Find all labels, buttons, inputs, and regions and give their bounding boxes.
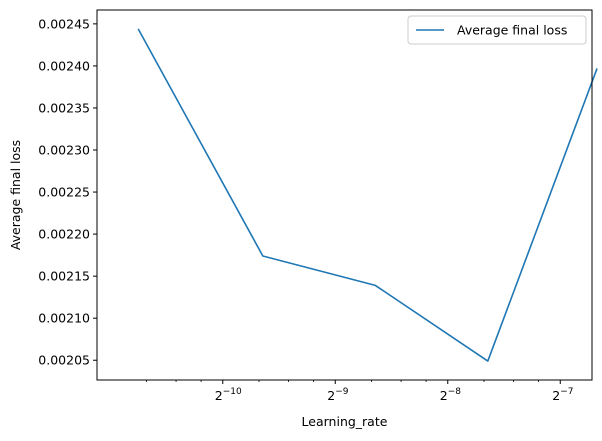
legend-label: Average final loss — [457, 23, 567, 38]
y-tick-label: 0.00205 — [38, 353, 90, 368]
series-layer — [138, 29, 597, 361]
y-tick-label: 0.00225 — [38, 185, 90, 200]
x-tick-label: 2−8 — [440, 387, 461, 403]
x-tick-label: 2−9 — [327, 387, 348, 403]
legend: Average final loss — [408, 16, 586, 44]
y-tick-label: 0.00220 — [38, 227, 90, 242]
y-tick-label: 0.00215 — [38, 269, 90, 284]
series-line — [138, 29, 597, 361]
x-ticks: 2−10 2−9 2−8 2−7 — [146, 380, 573, 403]
x-tick-label: 2−7 — [552, 387, 573, 403]
y-tick-label: 0.00210 — [38, 311, 90, 326]
y-tick-label: 0.00235 — [38, 100, 90, 115]
x-tick-label: 2−10 — [215, 387, 242, 403]
plot-frame — [97, 10, 592, 380]
y-tick-label: 0.00245 — [38, 16, 90, 31]
y-tick-label: 0.00230 — [38, 143, 90, 158]
y-ticks: 0.00205 0.00210 0.00215 0.00220 0.00225 0.002… — [38, 16, 97, 367]
y-tick-label: 0.00240 — [38, 58, 90, 73]
x-axis-label: Learning_rate — [302, 414, 388, 429]
y-axis-label: Average final loss — [8, 140, 23, 250]
